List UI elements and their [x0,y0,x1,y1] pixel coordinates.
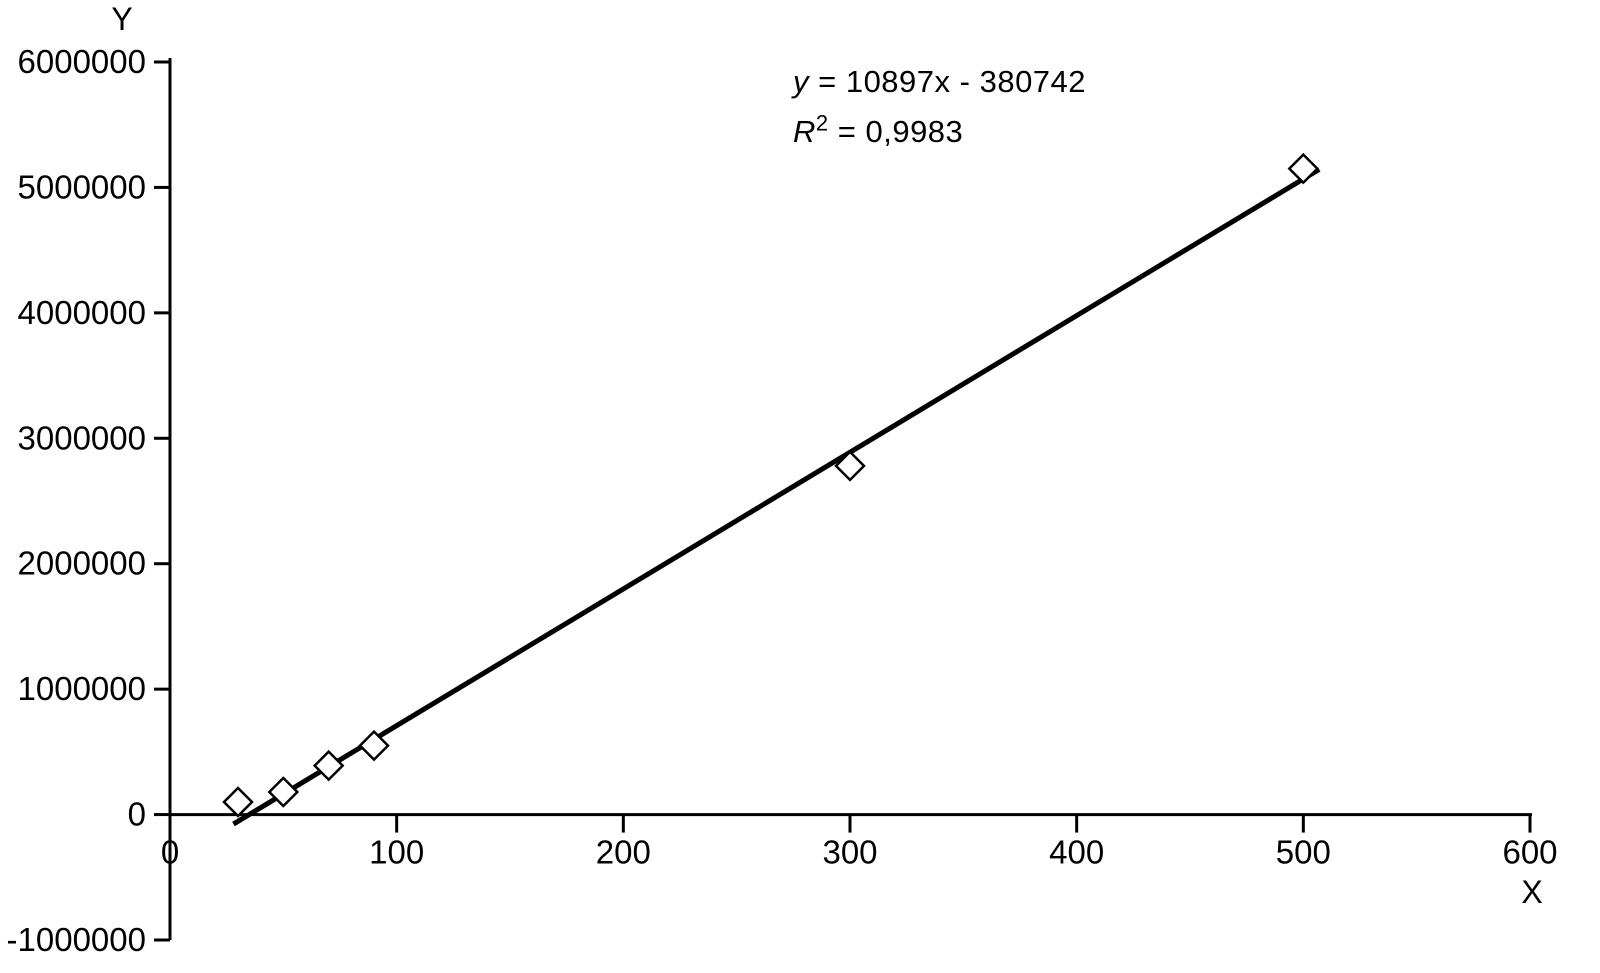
y-tick-label: 6000000 [18,43,146,80]
data-point-marker [1287,152,1320,185]
y-tick-label: 2000000 [18,545,146,582]
data-point-marker [834,450,866,482]
equation-rhs: = 10897x - 380742 [809,64,1087,99]
x-axis-title: X [1521,874,1542,910]
trendline [232,167,1321,827]
x-tick-label: 0 [161,834,179,871]
data-point-marker [358,729,390,762]
data-point-marker [312,749,345,782]
r2-exponent: 2 [815,110,829,136]
y-axis-title: Y [111,1,132,37]
x-tick-label: 400 [1049,834,1104,871]
x-tick-label: 200 [596,834,651,871]
y-tick-label: 0 [128,796,146,833]
x-tick-label: 600 [1502,834,1557,871]
x-tick-label: 300 [822,834,877,871]
r2-base: R [793,113,816,149]
y-tick-label: 3000000 [18,419,146,456]
y-tick-label: -1000000 [7,921,146,958]
trendline-annotation: y = 10897x - 380742 R2 = 0,9983 [793,64,1086,163]
y-tick-label: 5000000 [18,168,146,205]
y-tick-label: 4000000 [18,294,146,331]
equation-lhs: y [793,64,809,99]
y-tick-label: 1000000 [18,670,146,707]
r-squared-label: R2 = 0,9983 [793,112,1086,150]
data-point-marker [267,776,300,808]
trendline-equation: y = 10897x - 380742 [793,64,1086,100]
x-tick-label: 100 [369,834,424,871]
r2-value: = 0,9983 [828,113,964,149]
x-tick-label: 500 [1276,834,1331,871]
data-point-marker [222,786,254,818]
